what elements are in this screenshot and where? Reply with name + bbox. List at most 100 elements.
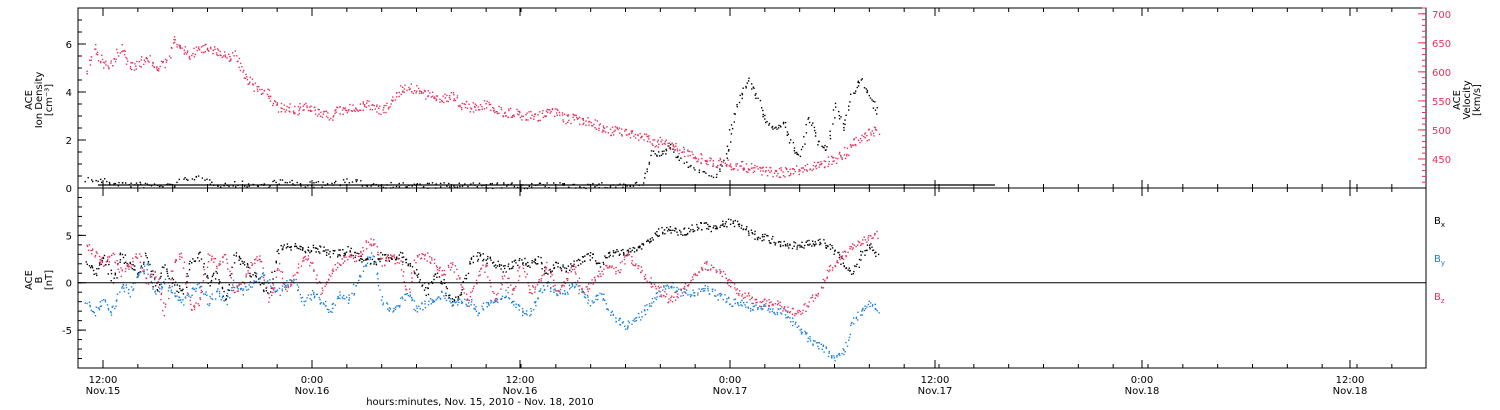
b-by-point	[381, 296, 384, 298]
b-bz-point	[824, 279, 826, 281]
b-bz-point	[450, 266, 453, 269]
b-bx-point	[498, 265, 501, 267]
density-point	[390, 181, 392, 184]
b-bx-point	[119, 261, 121, 263]
b-bx-point	[715, 227, 717, 230]
velocity-point	[173, 39, 175, 41]
velocity-point	[759, 170, 762, 172]
legend-bz-sub: z	[1441, 297, 1445, 305]
b-bz-point	[801, 312, 804, 314]
b-bz-point	[322, 289, 324, 292]
b-bz-point	[315, 278, 317, 280]
density-point	[335, 180, 337, 183]
velocity-point	[159, 65, 161, 68]
b-bx-point	[427, 287, 429, 289]
velocity-point	[706, 159, 708, 162]
b-bz-point	[670, 296, 672, 299]
b-bz-point	[791, 313, 794, 315]
b-bz-point	[543, 273, 545, 275]
b-bx-point	[489, 256, 492, 258]
b-by-point	[760, 305, 762, 308]
b-by-point	[751, 302, 753, 305]
b-by-point	[842, 348, 844, 350]
velocity-point	[835, 162, 838, 164]
b-bx-point	[591, 257, 594, 259]
velocity-point	[559, 114, 561, 116]
velocity-point	[217, 54, 219, 57]
b-by-point	[571, 283, 573, 285]
b-bz-point	[794, 314, 796, 317]
b-bx-point	[847, 269, 849, 271]
velocity-point	[498, 105, 500, 108]
b-by-point	[205, 291, 207, 293]
b-bz-point	[864, 239, 867, 241]
velocity-point	[433, 97, 435, 99]
density-point	[130, 182, 132, 184]
velocity-point	[435, 95, 438, 97]
b-bx-point	[191, 262, 193, 264]
b-bx-point	[145, 255, 147, 257]
velocity-point	[602, 125, 605, 127]
b-bz-point	[649, 281, 651, 283]
b-bz-point	[844, 251, 847, 253]
b-by-point	[475, 306, 477, 308]
b-by-point	[603, 293, 605, 295]
b-by-point	[827, 355, 830, 358]
velocity-point	[748, 169, 750, 171]
b-by-point	[772, 308, 774, 310]
b-bz-point	[384, 264, 386, 266]
b-bz-point	[876, 230, 878, 233]
velocity-point	[131, 62, 133, 64]
density-point	[117, 185, 120, 187]
b-bx-point	[108, 263, 110, 266]
density-point	[333, 182, 336, 184]
b-bz-point	[435, 265, 438, 267]
b-bz-point	[538, 279, 540, 281]
b-bx-point	[417, 276, 419, 278]
b-bz-point	[869, 235, 872, 237]
b-bx-point	[615, 251, 617, 253]
b-by-point	[287, 284, 289, 286]
velocity-point	[238, 66, 240, 69]
b-bx-point	[416, 274, 418, 277]
b-bz-point	[206, 266, 209, 268]
b-bz-point	[657, 285, 659, 288]
b-bx-point	[110, 280, 112, 282]
b-bx-point	[276, 250, 278, 253]
b-bz-point	[108, 261, 111, 263]
b-bz-point	[134, 256, 137, 258]
density-point	[220, 186, 222, 188]
b-by-point	[413, 300, 416, 302]
b-by-point	[534, 302, 537, 304]
velocity-point	[661, 143, 664, 145]
velocity-point	[415, 92, 417, 94]
b-bz-point	[420, 257, 423, 259]
b-bz-point	[862, 243, 864, 245]
density-point	[187, 179, 189, 181]
b-bx-point	[152, 270, 154, 272]
b-bx-point	[178, 285, 181, 287]
b-by-point	[334, 304, 337, 306]
velocity-point	[634, 137, 637, 139]
b-bz-point	[360, 252, 362, 254]
velocity-point	[402, 90, 404, 92]
velocity-point	[493, 110, 495, 112]
b-bx-point	[750, 229, 753, 231]
b-by-point	[259, 278, 261, 280]
b-by-point	[792, 324, 794, 327]
b-bz-point	[120, 275, 122, 278]
b-bx-point	[856, 263, 858, 266]
b-bx-point	[150, 270, 152, 273]
velocity-point	[747, 168, 750, 170]
b-bx-point	[337, 254, 339, 256]
b-bz-point	[429, 261, 431, 263]
b-bz-point	[762, 300, 764, 303]
velocity-point	[226, 57, 228, 59]
velocity-point	[864, 133, 866, 135]
b-bx-point	[511, 261, 513, 263]
b-bz-point	[360, 255, 362, 257]
velocity-point	[687, 149, 689, 151]
b-by-point	[804, 330, 806, 332]
b-bx-point	[534, 258, 536, 260]
b-bx-point	[246, 263, 249, 265]
